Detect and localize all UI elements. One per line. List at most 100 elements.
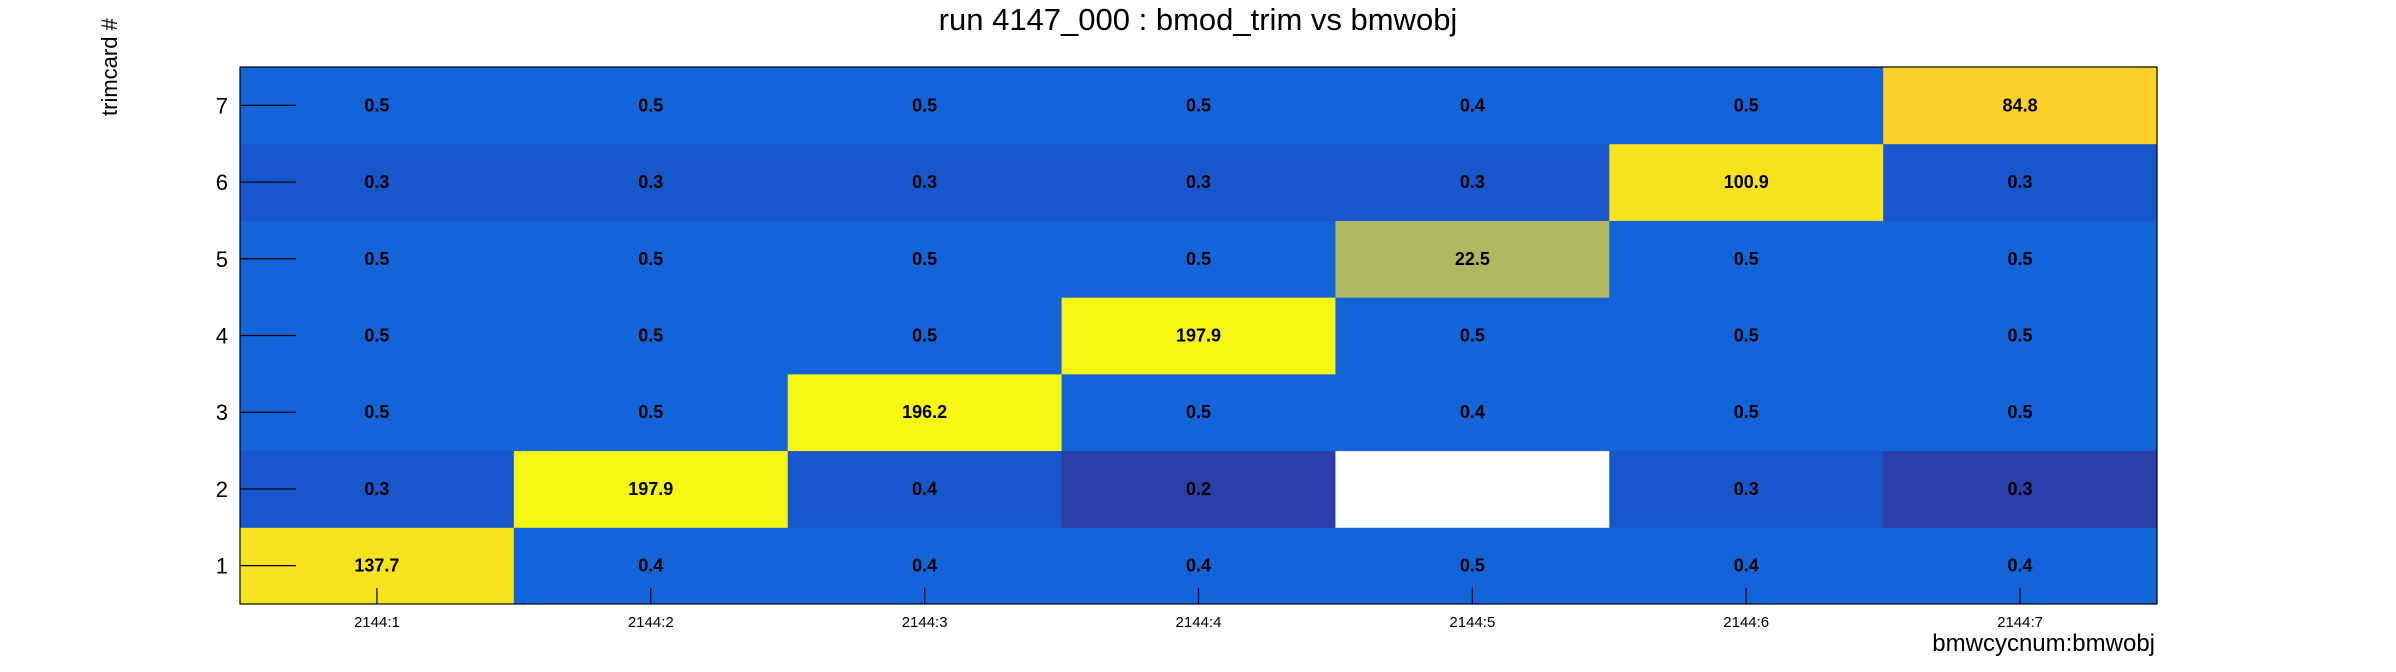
heatmap-cell xyxy=(513,67,789,145)
heatmap-cell xyxy=(787,220,1063,298)
cell-value-label: 0.5 xyxy=(638,249,663,269)
cell-value-label: 0.4 xyxy=(1460,95,1485,115)
chart-title: run 4147_000 : bmod_trim vs bmwobj xyxy=(938,2,1458,37)
cell-value-label: 0.3 xyxy=(912,172,937,192)
y-tick-label: 2 xyxy=(216,477,228,502)
cell-value-label: 0.5 xyxy=(1734,95,1759,115)
heatmap-cell xyxy=(1883,450,2158,528)
heatmap-cell xyxy=(787,67,1063,145)
heatmap-cell xyxy=(1883,220,2158,298)
x-tick-label: 2144:5 xyxy=(1449,614,1495,631)
heatmap-cell xyxy=(1061,450,1336,528)
heatmap-cell xyxy=(1335,373,1610,452)
heatmap-cell xyxy=(1061,220,1336,298)
cell-value-label: 0.3 xyxy=(2008,479,2033,499)
heatmap-cell xyxy=(787,373,1063,452)
cell-value-label: 0.4 xyxy=(1186,556,1211,576)
heatmap-cell xyxy=(1609,373,1884,452)
y-tick-label: 1 xyxy=(216,554,228,579)
heatmap-cell xyxy=(513,450,789,528)
cell-value-label: 137.7 xyxy=(354,556,399,576)
heatmap-cell xyxy=(1609,297,1884,375)
cell-value-label: 0.5 xyxy=(364,249,389,269)
cell-value-label: 100.9 xyxy=(1724,172,1769,192)
heatmap-cell xyxy=(1335,143,1610,221)
cell-value-label: 0.5 xyxy=(2008,249,2033,269)
cell-value-label: 0.5 xyxy=(364,326,389,346)
y-axis-label: trimcard # xyxy=(97,18,123,116)
x-tick-label: 2144:7 xyxy=(1997,614,2043,631)
cell-value-label: 196.2 xyxy=(902,402,947,422)
heatmap-cell xyxy=(1061,297,1336,375)
heatmap-cell xyxy=(1609,450,1884,528)
heatmap-cell xyxy=(1883,373,2158,452)
heatmap-cell xyxy=(1883,297,2158,375)
heatmap-cell xyxy=(1335,297,1610,375)
cell-value-label: 22.5 xyxy=(1455,249,1490,269)
y-tick-label: 3 xyxy=(216,400,228,425)
cell-value-label: 0.5 xyxy=(1460,556,1485,576)
cell-value-label: 0.5 xyxy=(638,402,663,422)
cell-value-label: 0.5 xyxy=(912,249,937,269)
cell-value-label: 0.3 xyxy=(364,479,389,499)
cell-value-label: 0.5 xyxy=(2008,402,2033,422)
heatmap-cell xyxy=(513,373,789,452)
cell-value-label: 0.5 xyxy=(1460,326,1485,346)
cell-value-label: 197.9 xyxy=(628,479,673,499)
cell-value-label: 0.5 xyxy=(364,402,389,422)
heatmap-cell xyxy=(513,143,789,221)
cell-value-label: 0.5 xyxy=(1186,95,1211,115)
cell-value-label: 0.5 xyxy=(638,326,663,346)
cell-value-label: 0.4 xyxy=(912,479,937,499)
cell-value-label: 0.5 xyxy=(638,95,663,115)
cell-value-label: 197.9 xyxy=(1176,326,1221,346)
x-tick-label: 2144:3 xyxy=(902,614,948,631)
cell-value-label: 0.5 xyxy=(912,326,937,346)
cell-value-label: 0.4 xyxy=(1460,402,1485,422)
heatmap-cell xyxy=(1335,220,1610,298)
cell-value-label: 0.3 xyxy=(638,172,663,192)
cell-value-label: 0.2 xyxy=(1186,479,1211,499)
heatmap-cell xyxy=(787,297,1063,375)
x-tick-label: 2144:6 xyxy=(1723,614,1769,631)
cell-value-label: 0.5 xyxy=(2008,326,2033,346)
cell-value-label: 0.5 xyxy=(1186,402,1211,422)
heatmap-cell xyxy=(513,220,789,298)
heatmap-cell xyxy=(1061,143,1336,221)
cell-value-label: 0.5 xyxy=(1734,402,1759,422)
y-tick-label: 6 xyxy=(216,170,228,195)
cell-value-label: 0.5 xyxy=(912,95,937,115)
cell-value-label: 0.5 xyxy=(1734,249,1759,269)
heatmap-cell xyxy=(1883,67,2158,145)
heatmap-cell xyxy=(1609,67,1884,145)
heatmap-cell xyxy=(787,450,1063,528)
x-tick-label: 2144:4 xyxy=(1176,614,1222,631)
heatmap-cell xyxy=(1609,220,1884,298)
heatmap-cell xyxy=(1061,67,1336,145)
cell-value-label: 0.3 xyxy=(1460,172,1485,192)
cell-value-label: 0.4 xyxy=(1734,556,1759,576)
heatmap-cell xyxy=(1609,143,1884,221)
cell-value-label: 0.3 xyxy=(364,172,389,192)
cell-value-label: 0.4 xyxy=(638,556,663,576)
cell-value-label: 0.5 xyxy=(1186,249,1211,269)
cell-value-label: 0.5 xyxy=(364,95,389,115)
y-tick-label: 5 xyxy=(216,247,228,272)
cell-value-label: 0.3 xyxy=(1186,172,1211,192)
y-tick-label: 7 xyxy=(216,93,228,118)
heatmap-cell xyxy=(787,143,1063,221)
heatmap-cell xyxy=(1335,67,1610,145)
cell-value-label: 0.5 xyxy=(1734,326,1759,346)
heatmap-cell xyxy=(1061,373,1336,452)
heatmap-cell xyxy=(513,297,789,375)
heatmap-cell xyxy=(1335,450,1610,528)
x-tick-label: 2144:2 xyxy=(628,614,674,631)
cell-value-label: 0.4 xyxy=(912,556,937,576)
y-tick-label: 4 xyxy=(216,324,228,349)
cell-value-label: 0.4 xyxy=(2008,556,2033,576)
cell-value-label: 84.8 xyxy=(2003,95,2038,115)
x-axis-label: bmwcycnum:bmwobj xyxy=(1932,630,2155,657)
cell-value-label: 0.3 xyxy=(2008,172,2033,192)
cell-value-label: 0.3 xyxy=(1734,479,1759,499)
